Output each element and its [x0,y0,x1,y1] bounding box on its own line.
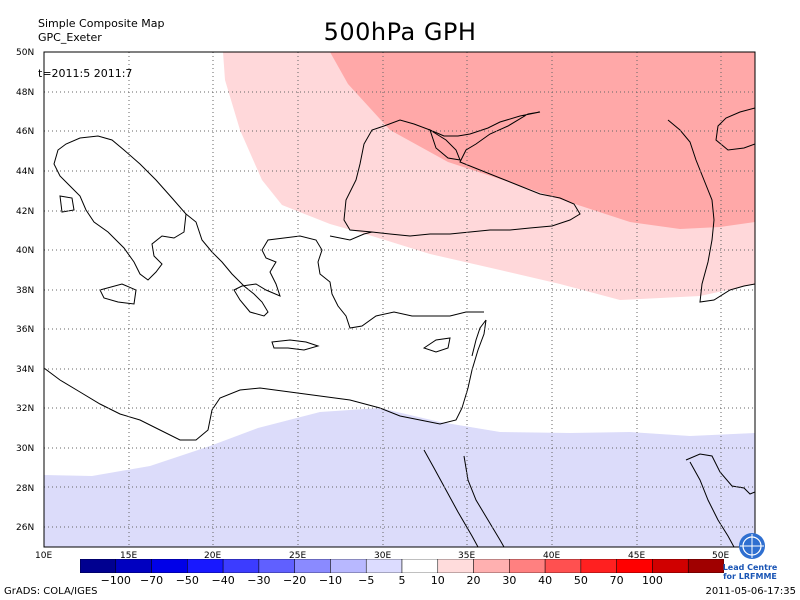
positive-anomaly-medium-region [330,52,755,229]
time-period-label: t=2011:5 2011:7 [38,67,133,80]
sicily-coastline [99,283,137,305]
colorbar-label: 20 [466,574,481,587]
lat-tick-label: 36N [16,325,34,335]
map-subtitle: Simple Composite Map [38,17,165,30]
italy-coastline [53,135,187,281]
gulf-coastline [689,461,735,547]
colorbar-label: 70 [609,574,624,587]
balkans-coastline [185,213,484,329]
colorbar-segment [544,559,582,573]
colorbar-segment [580,559,617,573]
colorbar-label: −10 [318,574,343,587]
un-emblem-icon [737,533,767,561]
cyprus-coastline [422,337,451,353]
logo-caption-line: for LRFMME [723,572,777,581]
caspian-east-coastline [715,107,755,151]
colorbar-label: 100 [641,574,663,587]
lat-tick-label: 38N [16,286,34,296]
lon-tick-label: 25E [289,551,306,561]
crimea-coastline [429,128,461,161]
colorbar [80,559,724,573]
colorbar-segment [115,559,152,573]
colorbar-label: 50 [573,574,588,587]
logo-caption-line: Lead Centre [722,563,778,572]
lat-tick-label: 26N [16,523,34,533]
sardinia-coastline [59,195,75,213]
colorbar-segment [616,559,653,573]
coastlines [44,107,755,547]
colorbar-label: −30 [247,574,271,587]
colorbar-segment [80,559,117,573]
turkey-north-coastline [329,111,581,241]
colorbar-segment [222,559,260,573]
colorbar-label: −100 [100,574,131,587]
colorbar-label: 30 [502,574,517,587]
software-credit: GrADS: COLA/IGES [4,586,98,597]
colorbar-segment [187,559,224,573]
lon-tick-label: 20E [204,551,221,561]
colorbar-segment [330,559,367,573]
caspian-coastline [667,119,755,303]
lat-tick-label: 32N [16,404,34,414]
crete-coastline [271,339,320,351]
red-sea-coastline [423,449,479,547]
lon-tick-label: 40E [543,551,560,561]
negative-anomaly-region [44,408,755,547]
timestamp: 2011-05-06-17:35 [705,586,796,597]
colorbar-segment [258,559,295,573]
lon-tick-label: 10E [35,551,52,561]
map-title: 500hPa GPH [323,18,477,46]
levant-coastline [471,319,487,357]
colorbar-segment [401,559,439,573]
lon-tick-labels: 10E 15E 20E 25E 30E 35E 40E 45E 50E [35,551,729,561]
lon-tick-label: 50E [712,551,729,561]
colorbar-label: −70 [139,574,164,587]
lat-tick-label: 48N [16,88,34,98]
colorbar-label: 40 [538,574,553,587]
colorbar-segment [365,559,403,573]
colorbar-segment [437,559,474,573]
colorbar-segment [473,559,510,573]
lon-tick-label: 45E [628,551,645,561]
arabia-coastline [685,453,755,495]
colorbar-segment [294,559,331,573]
lon-tick-label: 35E [458,551,475,561]
lat-tick-label: 40N [16,246,34,256]
lat-tick-label: 42N [16,207,34,217]
colorbar-segment [151,559,188,573]
colorbar-label: −40 [211,574,235,587]
colorbar-segment [509,559,546,573]
colorbar-label: −5 [358,574,375,587]
lat-tick-label: 44N [16,167,34,177]
lat-tick-label: 30N [16,444,34,454]
colorbar-label: 10 [430,574,445,587]
north-africa-coastline [44,319,487,441]
lon-tick-label: 30E [374,551,391,561]
colorbar-label: −20 [283,574,307,587]
map-source: GPC_Exeter [38,31,102,44]
lat-tick-label: 34N [16,365,34,375]
colorbar-segment [652,559,689,573]
lat-tick-label: 28N [16,484,34,494]
colorbar-label: −50 [175,574,199,587]
lon-tick-label: 15E [120,551,137,561]
plot-frame [43,51,756,548]
lat-tick-label: 46N [16,127,34,137]
logo-caption: Lead Centre for LRFMME [712,563,788,581]
lat-tick-labels: 26N 28N 30N 32N 34N 36N 38N 40N 42N 44N … [16,48,34,533]
colorbar-label: 5 [398,574,406,587]
lat-tick-label: 50N [16,48,34,58]
grid-lines [44,52,755,547]
